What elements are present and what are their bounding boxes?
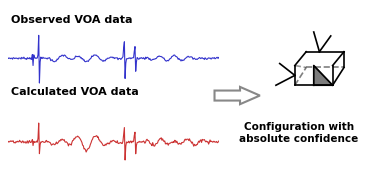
- Text: Configuration with
absolute confidence: Configuration with absolute confidence: [239, 122, 358, 144]
- Text: Observed VOA data: Observed VOA data: [11, 15, 133, 25]
- Text: Calculated VOA data: Calculated VOA data: [11, 87, 139, 97]
- FancyArrow shape: [215, 87, 260, 104]
- Polygon shape: [314, 66, 333, 85]
